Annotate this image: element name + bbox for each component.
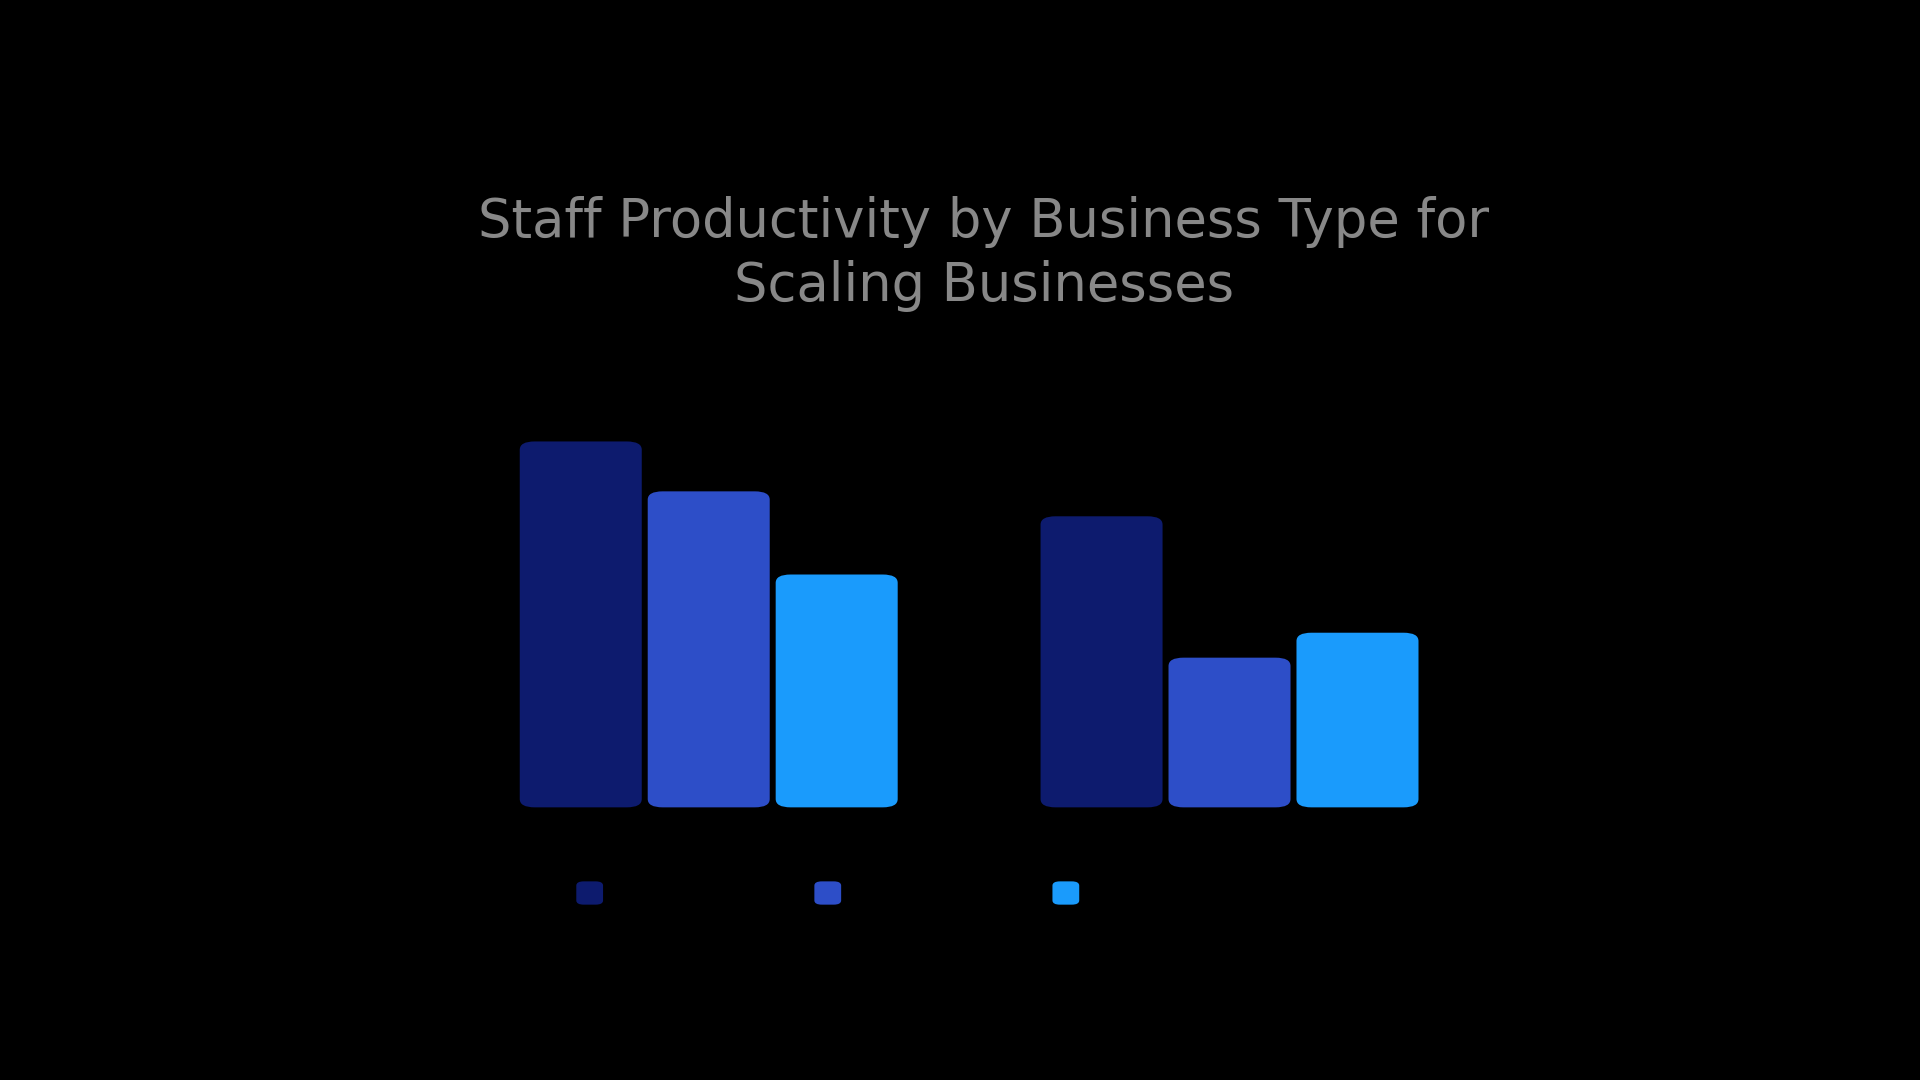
FancyBboxPatch shape bbox=[776, 575, 899, 808]
FancyBboxPatch shape bbox=[647, 491, 770, 808]
FancyBboxPatch shape bbox=[1296, 633, 1419, 808]
FancyBboxPatch shape bbox=[520, 442, 641, 808]
FancyBboxPatch shape bbox=[814, 881, 841, 905]
FancyBboxPatch shape bbox=[1052, 881, 1079, 905]
FancyBboxPatch shape bbox=[1041, 516, 1162, 808]
FancyBboxPatch shape bbox=[1169, 658, 1290, 808]
FancyBboxPatch shape bbox=[576, 881, 603, 905]
Text: Staff Productivity by Business Type for
Scaling Businesses: Staff Productivity by Business Type for … bbox=[478, 197, 1490, 312]
